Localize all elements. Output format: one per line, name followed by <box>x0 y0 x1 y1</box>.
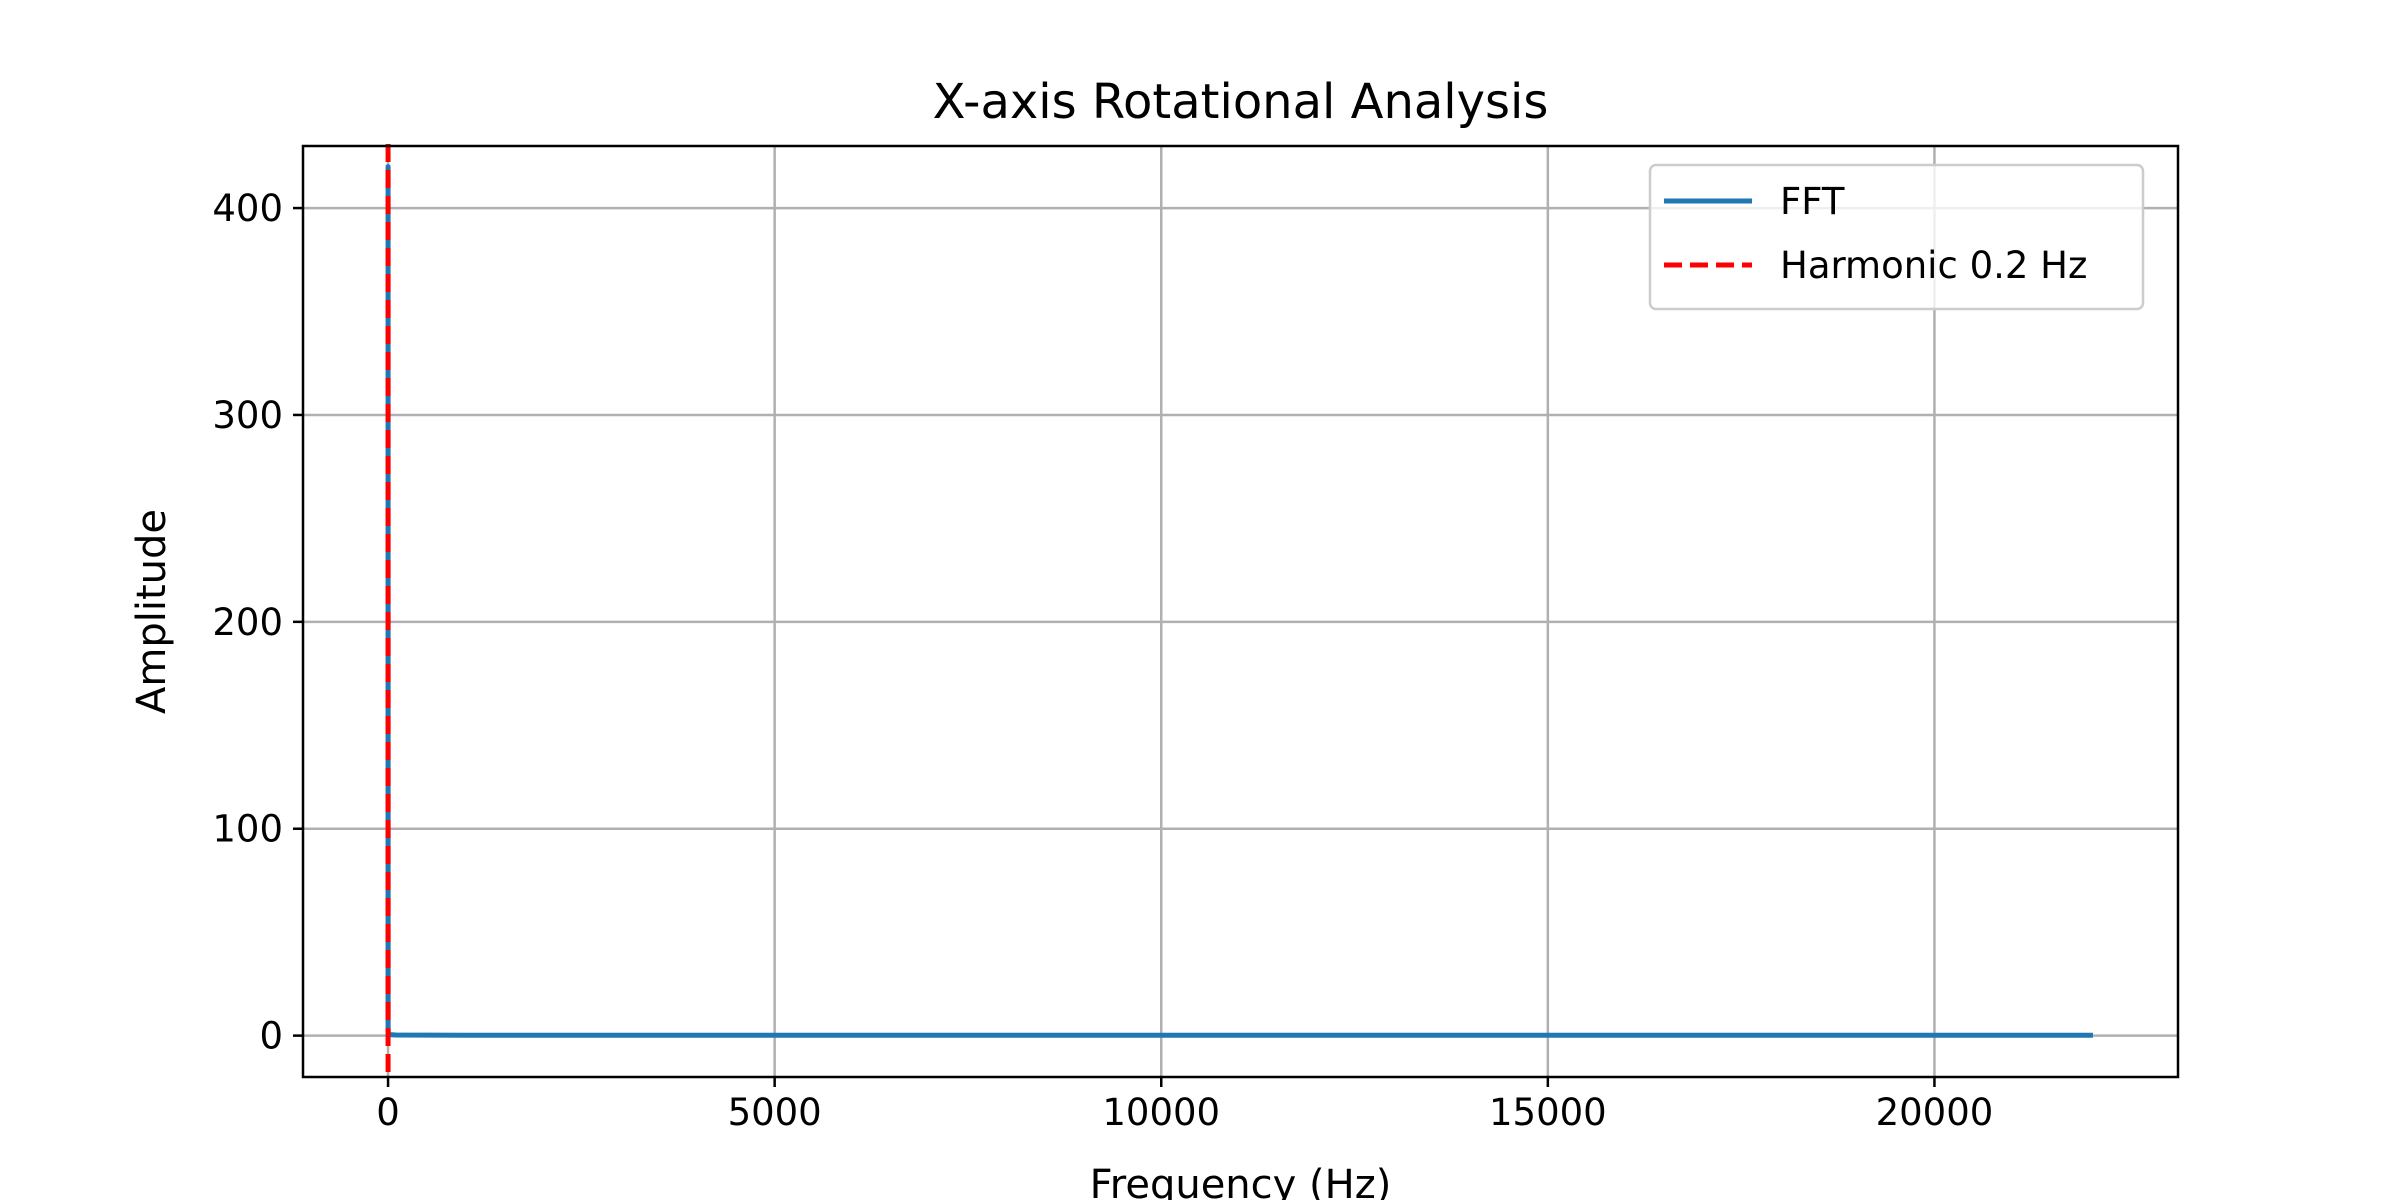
x-tick-label: 15000 <box>1489 1091 1607 1134</box>
legend-label: Harmonic 0.2 Hz <box>1780 244 2087 287</box>
x-tick-label: 0 <box>376 1091 400 1134</box>
x-tick-label: 20000 <box>1876 1091 1994 1134</box>
y-tick-label: 100 <box>212 808 283 851</box>
y-tick-label: 300 <box>212 394 283 437</box>
y-tick-label: 0 <box>259 1015 283 1058</box>
x-axis-title: Frequency (Hz) <box>1090 1162 1392 1200</box>
legend-box <box>1648 163 2145 311</box>
x-tick-label: 10000 <box>1102 1091 1220 1134</box>
legend: FFT Harmonic 0.2 Hz <box>1648 163 2145 311</box>
y-tick-label: 200 <box>212 601 283 644</box>
chart-title: X-axis Rotational Analysis <box>933 74 1549 130</box>
x-axis-ticks: 0 5000 10000 15000 20000 <box>376 1077 1993 1134</box>
x-tick-label: 5000 <box>728 1091 822 1134</box>
legend-label: FFT <box>1780 180 1845 223</box>
plot-series <box>385 144 2093 1079</box>
y-tick-label: 400 <box>212 187 283 230</box>
y-axis-ticks: 0 100 200 300 400 <box>212 187 303 1058</box>
plot-area-frame <box>301 144 2180 1079</box>
y-axis-title: Amplitude <box>129 509 175 714</box>
